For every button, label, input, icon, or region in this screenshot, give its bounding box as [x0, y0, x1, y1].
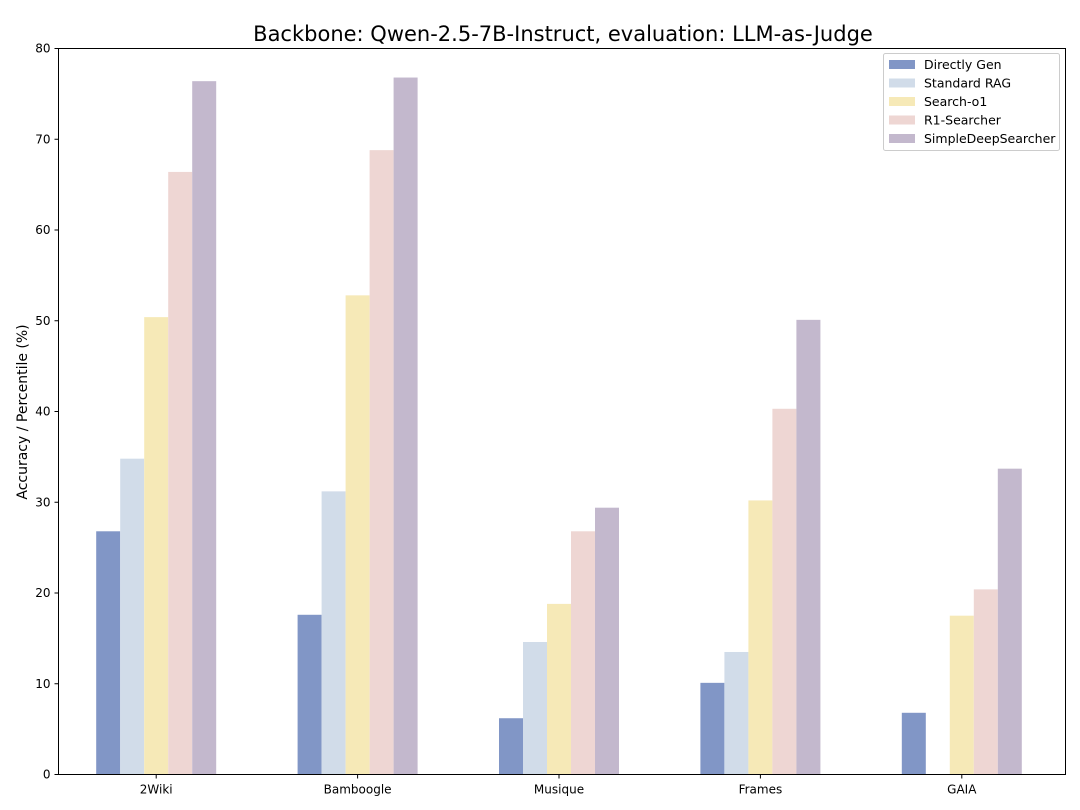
bar-directly-gen-gaia: [901, 712, 926, 775]
bar-simpledeepsearcher-musique: [595, 507, 619, 775]
bars-group: [96, 77, 1022, 775]
y-tick-label: 20: [35, 586, 50, 600]
legend-swatch: [889, 115, 915, 125]
x-tick-label: Frames: [739, 783, 783, 797]
legend-swatch: [889, 78, 915, 88]
y-axis-ticks: 0 10 20 30 40 50 60 70 80: [35, 42, 59, 782]
y-tick-label: 0: [43, 768, 51, 782]
legend-swatch: [889, 134, 915, 143]
y-tick-label: 30: [35, 495, 50, 509]
y-tick-label: 10: [35, 677, 50, 691]
bar-simpledeepsearcher-gaia: [997, 468, 1022, 775]
legend-box: [883, 53, 1060, 151]
plot-frame: [58, 48, 1066, 775]
x-tick-label: Musique: [534, 783, 584, 797]
legend-swatch: [889, 97, 915, 106]
bar-standard-rag-2wiki: [120, 458, 145, 775]
chart-title: Backbone: Qwen-2.5-7B-Instruct, evaluati…: [253, 22, 873, 46]
bar-standard-rag-musique: [523, 642, 547, 775]
y-tick-label: 70: [35, 132, 50, 146]
legend-label: R1-Searcher: [924, 113, 1002, 128]
x-tick-label: 2Wiki: [140, 783, 173, 797]
bar-search-o1-gaia: [949, 615, 974, 775]
bar-r1-searcher-musique: [571, 531, 595, 775]
bar-search-o1-2wiki: [144, 317, 169, 775]
x-tick-label: Bamboogle: [324, 783, 392, 797]
y-tick-label: 40: [35, 405, 50, 419]
y-tick-label: 80: [35, 42, 50, 56]
y-axis-label: Accuracy / Percentile (%): [15, 324, 31, 499]
x-axis-ticks: 2Wiki Bamboogle Musique Frames GAIA: [140, 774, 977, 797]
bar-r1-searcher-bamboogle: [369, 150, 394, 775]
bar-standard-rag-bamboogle: [321, 491, 346, 775]
bar-r1-searcher-gaia: [973, 589, 998, 775]
bar-directly-gen-bamboogle: [297, 614, 322, 775]
y-tick-label: 50: [35, 314, 50, 328]
bar-r1-searcher-frames: [772, 408, 797, 775]
legend-swatch: [889, 60, 915, 69]
y-tick-label: 60: [35, 223, 50, 237]
bar-standard-rag-frames: [724, 651, 749, 775]
bar-search-o1-frames: [748, 500, 773, 775]
bar-r1-searcher-2wiki: [168, 171, 193, 775]
bar-simpledeepsearcher-2wiki: [192, 81, 217, 775]
legend-label: Standard RAG: [924, 76, 1011, 91]
bar-directly-gen-frames: [700, 682, 725, 775]
legend-label: SimpleDeepSearcher: [924, 131, 1056, 146]
bar-search-o1-musique: [547, 603, 571, 775]
bar-directly-gen-2wiki: [96, 531, 121, 775]
bar-directly-gen-musique: [499, 718, 523, 775]
x-tick-label: GAIA: [947, 783, 977, 797]
legend: Directly Gen Standard RAG Search-o1 R1-Sear…: [883, 53, 1060, 151]
legend-label: Directly Gen: [924, 57, 1002, 72]
bar-simpledeepsearcher-frames: [796, 319, 821, 775]
bar-search-o1-bamboogle: [345, 295, 370, 775]
legend-label: Search-o1: [924, 94, 987, 109]
bar-simpledeepsearcher-bamboogle: [393, 77, 418, 775]
